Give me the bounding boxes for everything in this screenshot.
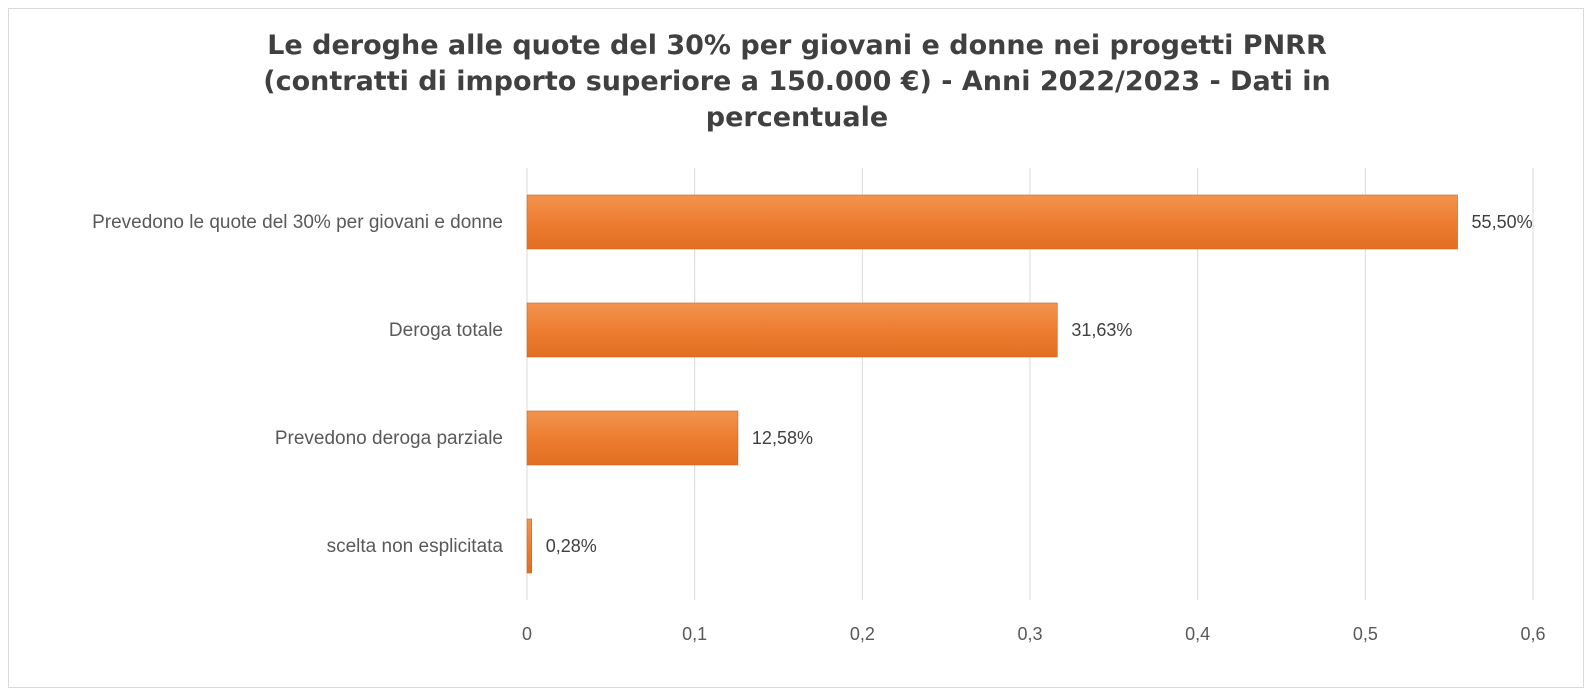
data-label: 0,28% (546, 536, 597, 556)
bar (526, 302, 1058, 358)
bars (526, 194, 1458, 574)
bar (526, 410, 739, 466)
bar (526, 194, 1458, 250)
bar-chart: 0 0,1 0,2 0,3 0,4 0,5 0,6 Prevedono le quote de… (92, 168, 1546, 644)
data-label: 12,58% (752, 428, 813, 448)
labels: 0 0,1 0,2 0,3 0,4 0,5 0,6 Prevedono le quote de… (92, 212, 1545, 644)
category-label: Prevedono le quote del 30% per giovani e… (92, 212, 503, 233)
category-label: Deroga totale (389, 320, 503, 341)
chart-title-line-2: (contratti di importo superiore a 150.00… (263, 66, 1331, 97)
x-tick-label: 0,1 (682, 624, 707, 644)
chart-title-line-1: Le deroghe alle quote del 30% per giovan… (267, 30, 1327, 61)
chart-title: Le deroghe alle quote del 30% per giovan… (0, 28, 1594, 136)
bar (526, 518, 532, 574)
data-label: 31,63% (1071, 320, 1132, 340)
category-label: scelta non esplicitata (327, 536, 504, 557)
data-label: 55,50% (1472, 212, 1533, 232)
chart-title-line-3: percentuale (705, 102, 889, 133)
x-tick-label: 0,3 (1017, 624, 1042, 644)
x-tick-label: 0,4 (1185, 624, 1210, 644)
x-tick-label: 0,5 (1353, 624, 1378, 644)
x-tick-label: 0,6 (1520, 624, 1545, 644)
x-tick-label: 0 (522, 624, 532, 644)
category-label: Prevedono deroga parziale (275, 428, 503, 449)
x-tick-label: 0,2 (850, 624, 875, 644)
